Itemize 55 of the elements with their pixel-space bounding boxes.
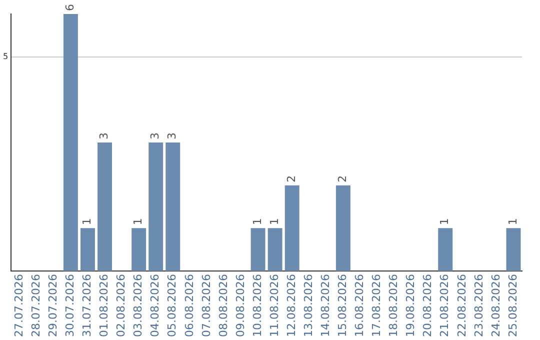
bar <box>63 14 78 272</box>
x-tick-label: 09.08.2026 <box>234 274 247 338</box>
x-tick-label: 07.08.2026 <box>200 274 213 338</box>
data-label: 6 <box>64 4 77 11</box>
bar <box>80 228 95 272</box>
x-tick-label: 16.08.2026 <box>353 274 366 338</box>
y-tick-label: 5 <box>2 52 8 61</box>
data-label: 2 <box>284 175 298 182</box>
x-tick-label: 08.08.2026 <box>216 274 230 338</box>
data-label: 1 <box>438 218 452 226</box>
bar <box>268 228 282 272</box>
x-tick-label: 27.07.2026 <box>12 274 26 338</box>
bar <box>250 228 266 272</box>
x-tick-label: 17.08.2026 <box>370 274 384 338</box>
data-label: 1 <box>506 218 520 226</box>
x-tick-label: 10.08.2026 <box>250 274 264 338</box>
bar <box>336 185 350 272</box>
x-tick-label: 02.08.2026 <box>114 274 128 338</box>
x-tick-label: 12.08.2026 <box>284 274 298 338</box>
data-label: 1 <box>132 218 145 226</box>
bar <box>148 142 164 272</box>
x-tick-label: 15.08.2026 <box>336 274 350 338</box>
data-label: 3 <box>98 132 111 140</box>
x-tick-label: 21.08.2026 <box>438 274 452 338</box>
x-tick-label: 04.08.2026 <box>148 274 162 338</box>
data-label: 1 <box>268 218 281 226</box>
x-tick-label: 31.07.2026 <box>80 274 94 338</box>
x-tick-label: 22.08.2026 <box>455 274 468 338</box>
bar <box>166 142 180 272</box>
x-tick-label: 28.07.2026 <box>29 274 42 338</box>
bar <box>98 142 112 272</box>
data-label: 3 <box>166 132 179 140</box>
x-tick-label: 05.08.2026 <box>166 274 179 338</box>
x-tick-label: 11.08.2026 <box>268 274 281 338</box>
bar <box>132 228 146 272</box>
x-tick-label: 01.08.2026 <box>98 274 111 338</box>
x-tick-label: 30.07.2026 <box>64 274 77 338</box>
x-tick-label: 25.08.2026 <box>506 274 520 338</box>
data-label: 2 <box>336 175 350 182</box>
x-tick-label: 06.08.2026 <box>182 274 196 338</box>
x-tick-label: 29.07.2026 <box>46 274 60 338</box>
x-tick-label: 03.08.2026 <box>132 274 145 338</box>
bar <box>506 228 521 272</box>
x-tick-label: 20.08.2026 <box>421 274 434 338</box>
data-label: 3 <box>148 132 162 140</box>
x-tick-label: 19.08.2026 <box>404 274 418 338</box>
x-tick-label: 14.08.2026 <box>319 274 332 338</box>
bar <box>284 185 300 272</box>
data-label: 1 <box>80 218 94 226</box>
x-tick-label: 13.08.2026 <box>302 274 315 338</box>
data-label: 1 <box>250 218 264 226</box>
bar <box>438 228 453 272</box>
x-tick-label: 18.08.2026 <box>387 274 400 338</box>
x-tick-label: 23.08.2026 <box>472 274 486 338</box>
x-tick-label: 24.08.2026 <box>489 274 502 338</box>
